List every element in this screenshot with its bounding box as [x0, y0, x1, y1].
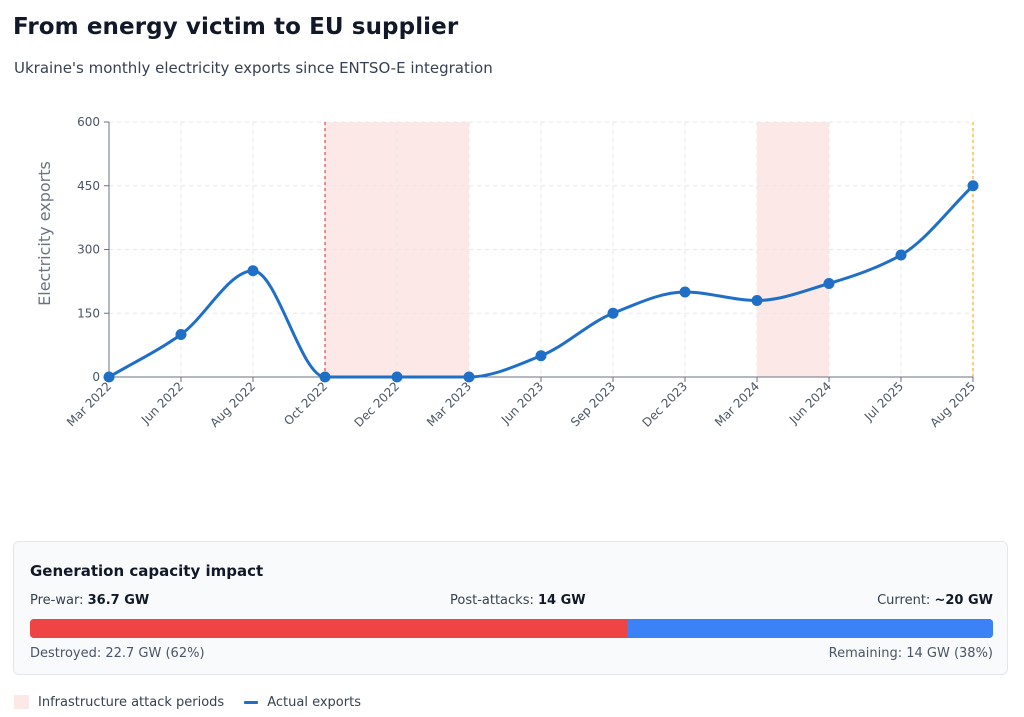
chart-title: From energy victim to EU supplier: [13, 14, 459, 40]
chart-legend: Infrastructure attack periods Actual exp…: [14, 692, 381, 712]
x-tick-label: Jun 2023: [498, 379, 546, 427]
current-value: ~20 GW: [934, 593, 993, 608]
x-tick-label: Oct 2022: [281, 379, 330, 428]
x-tick-label: Aug 2025: [927, 379, 978, 430]
x-tick-label: Mar 2024: [712, 379, 762, 429]
legend-actual-exports: Actual exports: [244, 695, 361, 710]
legend-exports-label: Actual exports: [267, 694, 361, 710]
data-point-jun-2022: [175, 329, 187, 340]
data-point-mar-2024: [751, 295, 763, 306]
pre-war-value: 36.7 GW: [87, 593, 150, 608]
data-point-mar-2023: [463, 371, 475, 383]
data-point-sep-2023: [607, 307, 619, 319]
y-tick-label: 150: [77, 306, 100, 320]
y-tick-label: 300: [77, 243, 100, 257]
legend-attack-periods: Infrastructure attack periods: [14, 695, 224, 710]
x-tick-label: Mar 2022: [64, 379, 114, 429]
x-tick-label: Jun 2022: [138, 379, 186, 427]
legend-attack-swatch: [14, 695, 29, 709]
destroyed-note: Destroyed: 22.7 GW (62%): [30, 646, 205, 661]
legend-exports-swatch: [244, 700, 259, 704]
x-tick-label: Dec 2023: [640, 379, 691, 430]
data-point-aug-2025: [967, 180, 979, 192]
data-point-dec-2023: [679, 286, 691, 298]
post-attacks-label: Post-attacks:: [450, 593, 534, 608]
data-point-jul-2025: [895, 249, 907, 261]
current-capacity: Current: ~20 GW: [877, 593, 993, 608]
data-point-oct-2022: [319, 371, 331, 383]
y-axis-title: Electricity exports: [35, 161, 54, 306]
data-point-jun-2024: [823, 278, 835, 289]
pre-war-capacity: Pre-war: 36.7 GW: [30, 593, 149, 608]
x-tick-label: Mar 2023: [424, 379, 474, 429]
remaining-note: Remaining: 14 GW (38%): [828, 646, 993, 661]
chart-subtitle: Ukraine's monthly electricity exports si…: [14, 59, 493, 77]
capacity-notes: Destroyed: 22.7 GW (62%) Remaining: 14 G…: [30, 646, 993, 664]
current-label: Current:: [877, 593, 931, 608]
data-point-dec-2022: [391, 371, 403, 383]
x-tick-label: Jul 2025: [861, 379, 906, 424]
x-tick-label: Sep 2023: [568, 379, 618, 429]
destroyed-capacity-segment: [30, 619, 628, 638]
data-point-jun-2023: [535, 350, 547, 362]
data-point-aug-2022: [247, 265, 259, 277]
x-tick-label: Aug 2022: [207, 379, 258, 430]
capacity-bar: [30, 619, 993, 638]
x-tick-label: Jun 2024: [786, 379, 834, 427]
remaining-capacity-segment: [627, 619, 993, 638]
y-tick-label: 600: [77, 115, 100, 129]
capacity-panel-title: Generation capacity impact: [30, 562, 264, 580]
capacity-values-row: Pre-war: 36.7 GW Post-attacks: 14 GW Cur…: [30, 593, 993, 611]
pre-war-label: Pre-war:: [30, 593, 84, 608]
y-tick-label: 0: [92, 370, 100, 384]
post-attacks-value: 14 GW: [538, 593, 586, 608]
x-tick-label: Dec 2022: [352, 379, 403, 430]
exports-line-chart: 0 150 300 450 600 Mar 2022 Jun 2022 Aug 2022 Oct…: [35, 115, 979, 430]
post-attacks-capacity: Post-attacks: 14 GW: [450, 593, 586, 608]
y-tick-label: 450: [77, 179, 100, 193]
legend-attack-label: Infrastructure attack periods: [38, 694, 225, 710]
capacity-impact-panel: Generation capacity impact Pre-war: 36.7…: [13, 541, 1008, 675]
data-point-mar-2022: [103, 371, 115, 383]
